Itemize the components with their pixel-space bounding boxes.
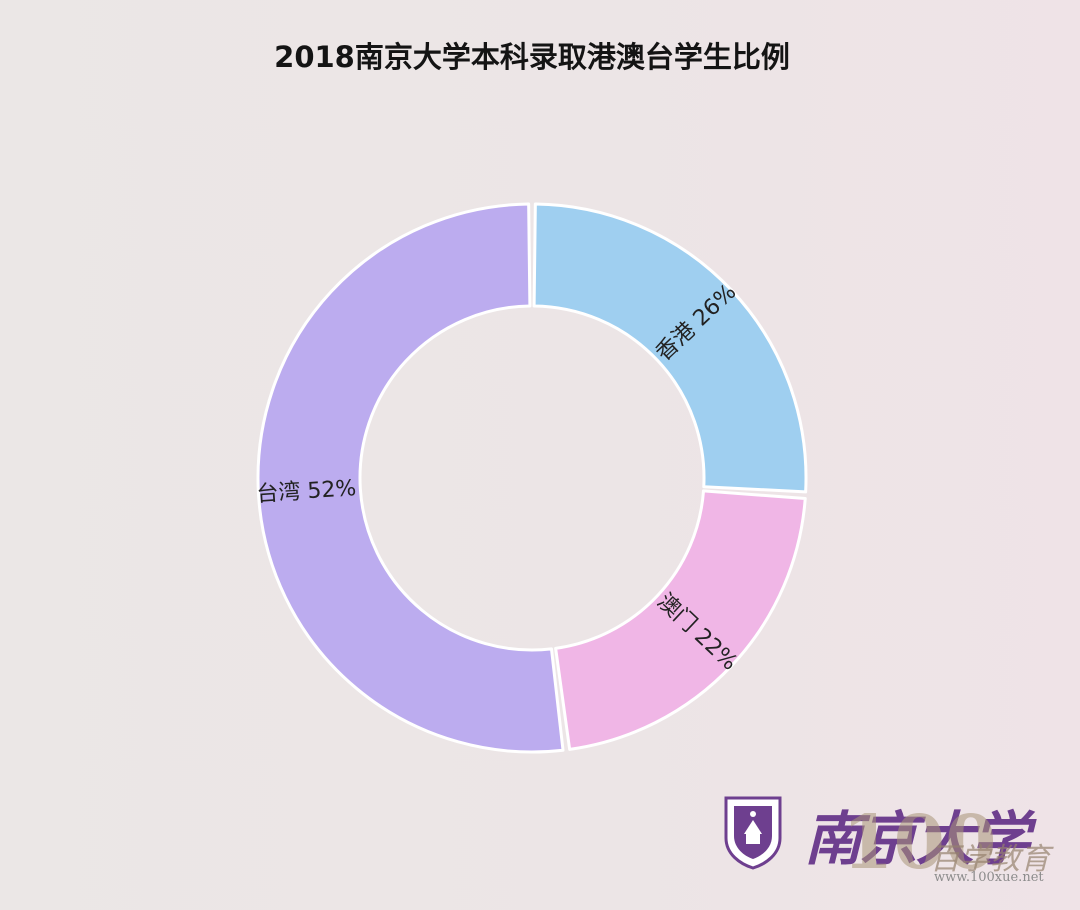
watermark-url: www.100xue.net (934, 870, 1044, 885)
watermark-number: 100 (842, 800, 997, 886)
chart-title: 2018南京大学本科录取港澳台学生比例 (274, 40, 790, 74)
slice-2 (554, 489, 807, 751)
slice-label-3: 台湾 52% (256, 476, 357, 507)
university-crest-icon (724, 796, 782, 870)
university-calligraphy: 南京大学 (804, 805, 1030, 873)
slice-3 (256, 202, 565, 754)
nanjing-university-logo: 南京大学 100 百学教育 www.100xue.net (722, 786, 1062, 896)
slice-1 (532, 202, 808, 494)
watermark-brand: 百学教育 (930, 842, 1050, 877)
